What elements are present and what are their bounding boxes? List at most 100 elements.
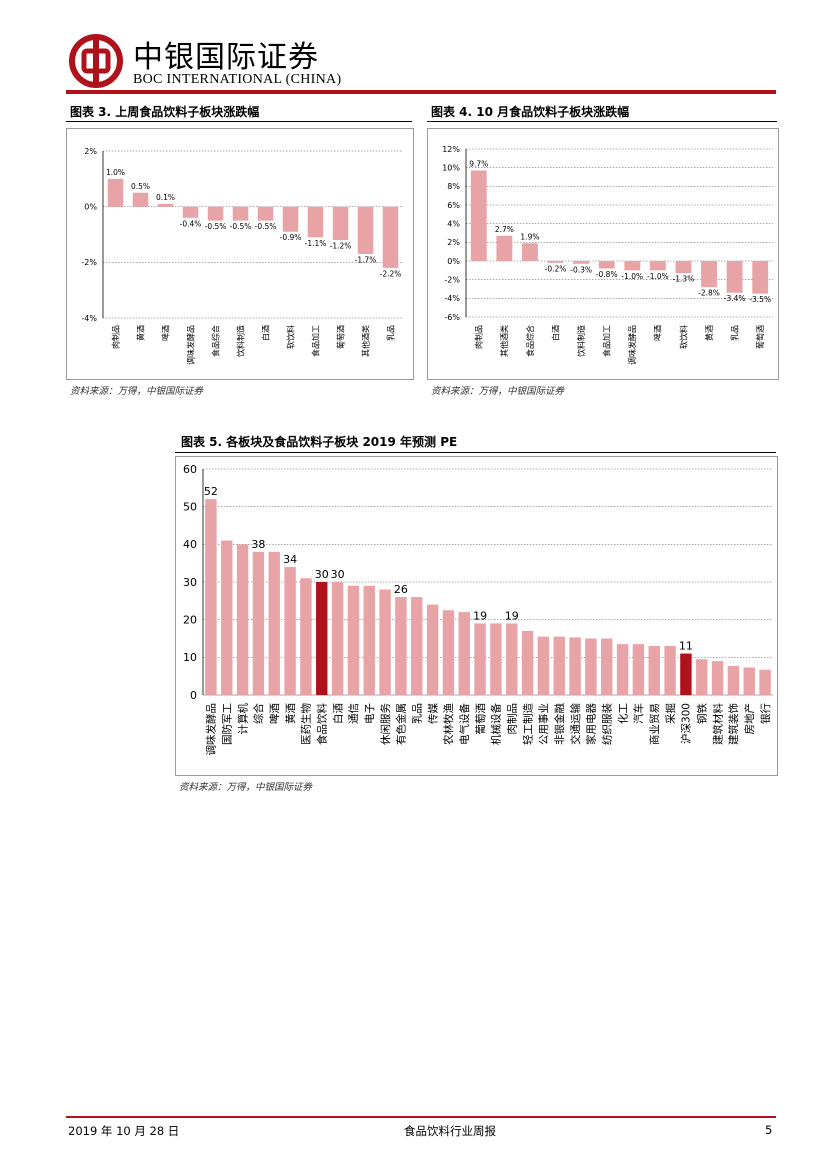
chart3-category-label: 啤酒 [160,325,170,341]
chart4-category-label: 食品加工 [602,325,612,357]
chart3-bar [257,206,274,221]
chart3-category-label: 软饮料 [285,325,295,349]
chart4-data-label: 1.9% [520,232,539,241]
chart5-title: 图表 5. 各板块及食品饮料子板块 2019 年预测 PE [181,435,458,449]
chart5-category-label: 采掘 [664,703,677,724]
chart4-bar [701,261,717,288]
chart4-data-label: -1.3% [673,275,695,284]
chart5-bar [759,669,771,695]
chart3-category-label: 其他酒类 [360,325,370,357]
chart5-y-tick-label: 0 [190,689,197,702]
chart5-y-tick-label: 60 [183,463,197,476]
chart3-category-label: 白酒 [260,325,270,341]
chart4-category-label: 食品综合 [525,325,535,357]
chart5-category-label: 白酒 [331,703,344,724]
chart5-category-label: 建筑装饰 [727,703,740,745]
chart5-category-label: 机械设备 [490,703,503,745]
chart3-y-tick-label: 0% [84,202,97,211]
chart4-bar [573,261,590,264]
chart5-bar [680,653,692,695]
chart5-bar [379,589,391,695]
chart5-category-label: 计算机 [236,703,249,735]
chart5-bar [727,665,740,695]
chart4-y-tick-label: -2% [444,275,460,284]
footer-date: 2019 年 10 月 28 日 [68,1124,180,1138]
chart5-bar [743,667,755,695]
chart3-bar [232,206,249,221]
chart5-bar [664,646,676,695]
footer-page-number: 5 [765,1123,773,1137]
chart3-bar [282,206,299,232]
chart5-bar [506,623,518,695]
chart4-category-label: 调味发酵品 [627,325,637,365]
footer-rule [66,1116,776,1118]
chart5-category-label: 建筑材料 [711,703,724,745]
chart4-data-label: -0.8% [596,270,618,279]
chart4-data-label: 9.7% [469,159,488,168]
chart3-frame: 2% 0% -2% -4% 1.0% 肉制品 0.5% 黄酒 0.1% 啤酒 -0.4% 调味发酵品 -… [66,128,414,380]
chart5-bar [426,604,439,695]
chart3-y-tick-label: -2% [81,258,97,267]
chart4-title: 图表 4. 10 月食品饮料子板块涨跌幅 [431,105,630,119]
chart3-category-label: 黄酒 [135,325,145,341]
chart5-category-label: 商业贸易 [648,703,661,745]
chart5-category-label: 银行 [759,703,772,724]
chart5-bar [205,499,217,695]
chart3-data-label: 1.0% [106,168,125,177]
chart4-category-label: 黄酒 [704,325,714,341]
chart5-category-label: 电子 [363,703,376,724]
chart4-data-label: -1.0% [647,272,669,281]
chart4-category-label: 饮料制造 [576,325,586,357]
chart3-bar [132,192,149,207]
chart3-bar [107,178,124,207]
chart3-category-label: 乳品 [385,325,395,341]
chart4-bar [470,170,487,261]
chart5-category-label: 医药生物 [300,703,313,745]
chart5-bar [221,540,233,695]
boc-logo-icon [69,34,123,88]
chart5-category-label: 黄酒 [284,703,297,724]
chart4-data-label: 2.7% [495,225,514,234]
chart4-category-label: 其他酒类 [499,325,509,357]
chart4-category-label: 乳品 [729,325,739,341]
chart5-bar [347,585,360,695]
chart3-category-label: 食品加工 [310,325,320,357]
chart4-data-label: -0.2% [545,264,567,273]
chart5-bar [696,659,708,695]
header-rule [66,90,776,94]
chart5-category-label: 休闲服务 [379,703,392,745]
chart3-data-label: -0.9% [280,233,302,242]
chart5-data-label: 26 [394,583,408,596]
chart5-bar [268,551,280,695]
chart5-category-label: 化工 [616,703,629,724]
chart5-bar [521,630,534,695]
chart3-data-label: -1.7% [355,255,377,264]
chart5-category-label: 葡萄酒 [474,703,487,735]
chart5-category-label: 电气设备 [458,703,471,745]
chart5-category-label: 通信 [348,703,360,724]
chart3-y-tick-label: 2% [84,147,97,156]
chart5-bar [585,638,597,695]
chart3-data-label: -0.4% [180,219,202,228]
chart3-y-tick-label: -4% [81,314,97,323]
chart3-category-label: 葡萄酒 [335,325,345,349]
chart4-category-label: 葡萄酒 [755,325,765,349]
chart4-category-label: 软饮料 [678,325,688,349]
chart5-category-label: 乳品 [410,703,423,724]
chart5-category-label: 调味发酵品 [205,703,218,756]
chart4-data-label: -3.4% [724,294,746,303]
chart5-data-label: 52 [204,485,218,498]
chart4-svg: 12% 10% 8% 6% 4% 2% 0% -2% -4% -6% 9.7% 肉制品 2.7% 其他酒类… [442,145,773,365]
chart4-frame: 12% 10% 8% 6% 4% 2% 0% -2% -4% -6% 9.7% 肉制品 2.7% 其他酒类… [427,128,779,380]
chart5-bar [300,578,312,695]
chart5-bar [616,644,629,695]
chart5-bar [474,623,486,695]
chart4-y-tick-label: -4% [444,294,460,303]
chart5-bar [442,610,455,695]
chart3-title-rule [66,121,412,122]
chart4-y-tick-label: 10% [442,163,460,172]
chart5-bar [284,566,296,695]
chart5-data-label: 19 [473,609,487,622]
chart5-category-label: 食品饮料 [315,703,328,745]
chart4-y-tick-label: 12% [442,145,460,154]
